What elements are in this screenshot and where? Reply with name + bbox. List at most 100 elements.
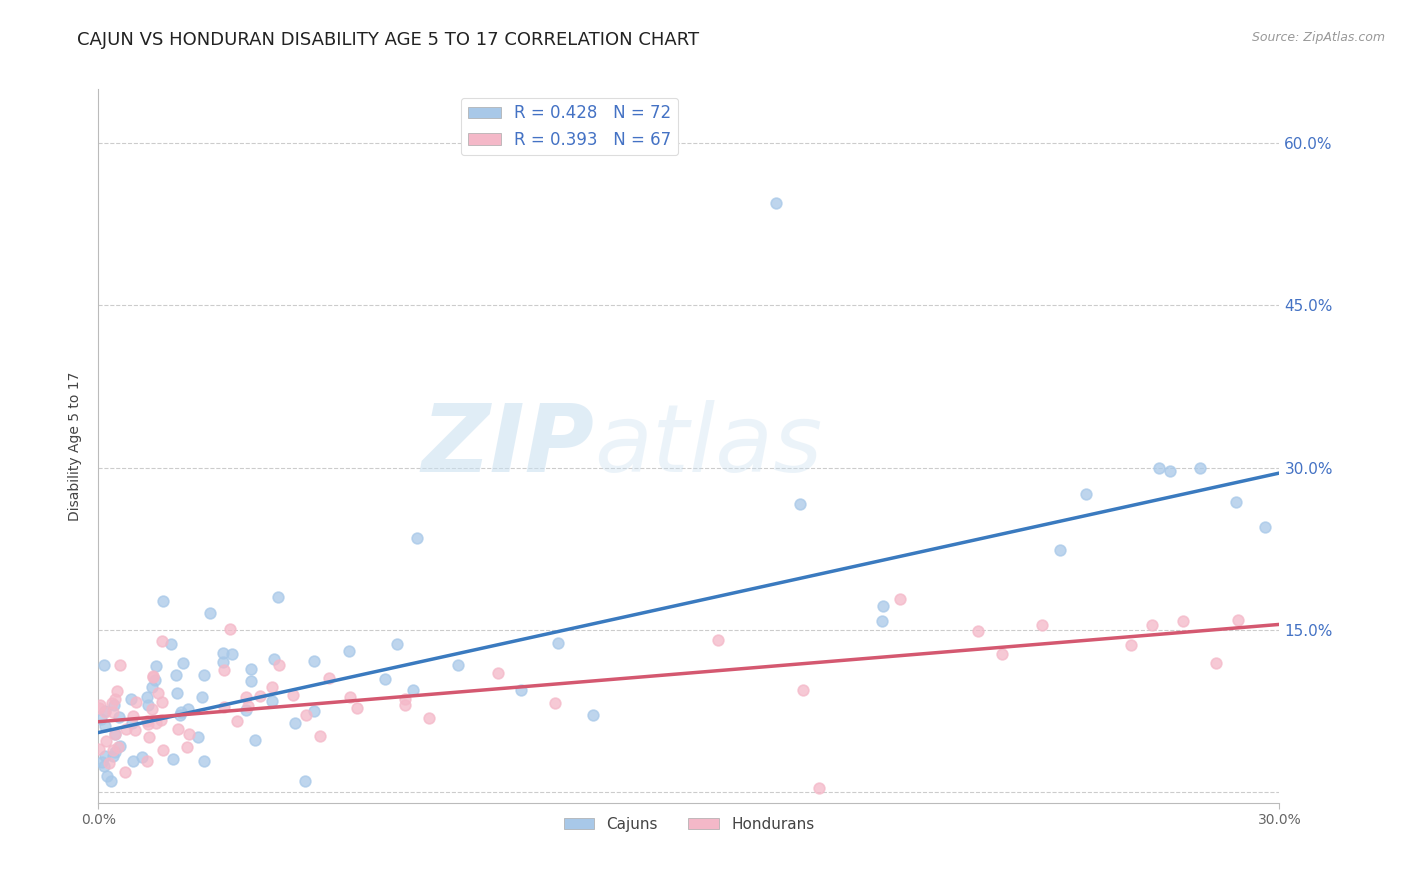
Point xyxy=(1225,495,1247,509)
Point xyxy=(110,739,132,754)
Point xyxy=(170,705,193,719)
Point xyxy=(339,690,361,704)
Point xyxy=(165,668,187,682)
Point xyxy=(346,700,368,714)
Point xyxy=(214,700,236,714)
Point xyxy=(108,710,131,724)
Point xyxy=(101,749,124,764)
Point xyxy=(1159,464,1181,478)
Point xyxy=(294,774,316,789)
Point xyxy=(807,780,830,795)
Point xyxy=(1140,617,1163,632)
Point xyxy=(120,692,142,706)
Point xyxy=(103,698,125,712)
Point xyxy=(239,673,262,688)
Point xyxy=(547,636,569,650)
Point xyxy=(486,665,509,680)
Point xyxy=(281,688,304,702)
Point xyxy=(176,739,198,754)
Point xyxy=(96,769,118,783)
Point xyxy=(145,716,167,731)
Point xyxy=(97,756,120,771)
Point xyxy=(136,716,159,731)
Point xyxy=(96,734,118,748)
Point xyxy=(447,657,470,672)
Point xyxy=(394,692,416,706)
Point xyxy=(93,706,115,720)
Point xyxy=(226,714,249,728)
Point xyxy=(284,716,307,731)
Point xyxy=(136,698,159,712)
Point xyxy=(193,755,215,769)
Point xyxy=(122,754,145,768)
Point xyxy=(93,719,115,733)
Point xyxy=(159,637,181,651)
Point xyxy=(104,727,127,741)
Point xyxy=(105,684,128,698)
Point xyxy=(267,657,290,672)
Point xyxy=(142,670,165,684)
Point xyxy=(872,599,894,613)
Point xyxy=(1254,519,1277,533)
Point xyxy=(108,658,131,673)
Point xyxy=(89,741,111,756)
Point xyxy=(789,497,811,511)
Point xyxy=(260,680,283,694)
Point xyxy=(94,749,117,764)
Point xyxy=(169,707,191,722)
Point xyxy=(374,673,396,687)
Point xyxy=(152,593,174,607)
Point xyxy=(167,722,190,736)
Point xyxy=(141,702,163,716)
Point xyxy=(266,591,288,605)
Point xyxy=(193,668,215,682)
Point xyxy=(131,749,153,764)
Point xyxy=(406,531,429,545)
Point xyxy=(385,637,408,651)
Point xyxy=(142,668,165,682)
Point xyxy=(90,713,112,727)
Text: atlas: atlas xyxy=(595,401,823,491)
Point xyxy=(249,690,271,704)
Point xyxy=(141,680,163,694)
Point xyxy=(177,702,200,716)
Point xyxy=(418,711,440,725)
Point xyxy=(309,729,332,743)
Point xyxy=(707,633,730,648)
Point xyxy=(245,733,267,747)
Point xyxy=(149,714,172,728)
Point xyxy=(124,723,146,737)
Point xyxy=(765,195,787,210)
Point xyxy=(145,659,167,673)
Point xyxy=(212,646,235,660)
Point xyxy=(1189,460,1212,475)
Point xyxy=(121,715,143,730)
Point xyxy=(302,654,325,668)
Point xyxy=(136,714,159,729)
Point xyxy=(235,690,257,704)
Point xyxy=(402,683,425,698)
Text: CAJUN VS HONDURAN DISABILITY AGE 5 TO 17 CORRELATION CHART: CAJUN VS HONDURAN DISABILITY AGE 5 TO 17… xyxy=(77,31,699,49)
Point xyxy=(166,685,188,699)
Point xyxy=(870,615,893,629)
Point xyxy=(101,706,124,720)
Point xyxy=(146,686,169,700)
Legend: Cajuns, Hondurans: Cajuns, Hondurans xyxy=(557,811,821,838)
Point xyxy=(1121,638,1143,652)
Point xyxy=(212,655,235,669)
Point xyxy=(115,722,138,736)
Point xyxy=(152,743,174,757)
Point xyxy=(87,701,110,715)
Point xyxy=(1049,543,1071,558)
Point xyxy=(295,707,318,722)
Point xyxy=(191,690,214,705)
Point xyxy=(339,644,361,658)
Point xyxy=(544,696,567,710)
Point xyxy=(302,704,325,718)
Point xyxy=(991,648,1014,662)
Point xyxy=(93,658,115,673)
Point xyxy=(1076,486,1098,500)
Point xyxy=(792,682,814,697)
Point xyxy=(221,647,243,661)
Point xyxy=(262,694,284,708)
